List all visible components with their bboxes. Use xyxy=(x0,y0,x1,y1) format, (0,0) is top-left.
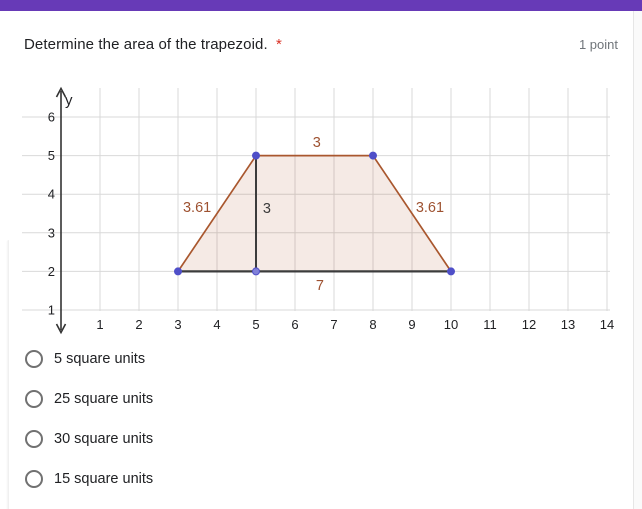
vertex-dot xyxy=(252,151,260,160)
trapezoid-edge xyxy=(177,154,257,273)
measure-label: 3 xyxy=(313,135,321,151)
option-row[interactable]: 5 square units xyxy=(25,339,615,379)
measure-label: 3 xyxy=(263,201,271,217)
radio-button[interactable] xyxy=(25,430,43,448)
card-left-shadow xyxy=(6,240,9,509)
option-row[interactable]: 15 square units xyxy=(25,459,615,499)
y-tick-label: 5 xyxy=(48,148,55,163)
x-tick-label: 2 xyxy=(135,317,142,332)
x-tick-label: 12 xyxy=(522,317,536,332)
option-label: 25 square units xyxy=(54,391,154,407)
trapezoid-fill xyxy=(178,155,451,272)
question-header: Determine the area of the trapezoid. * 1… xyxy=(24,36,618,53)
measure-label: 3.61 xyxy=(183,200,211,216)
x-tick-label: 10 xyxy=(444,317,458,332)
y-axis-label: y xyxy=(65,92,73,109)
radio-button[interactable] xyxy=(25,390,43,408)
card-right-border xyxy=(633,11,634,509)
trapezoid-graph: y 1 2 3 4 5 6 1 2 3 4 5 6 7 8 9 10 11 12 13 14 3.61 3 3 3.61 7 xyxy=(0,85,642,337)
x-tick-label: 8 xyxy=(369,317,376,332)
x-tick-label: 11 xyxy=(483,317,497,332)
measure-label: 3.61 xyxy=(416,200,444,216)
option-label: 15 square units xyxy=(54,471,154,487)
y-axis-arrow-down xyxy=(55,323,67,335)
x-tick-label: 7 xyxy=(330,317,337,332)
y-tick-label: 6 xyxy=(48,110,55,125)
radio-button[interactable] xyxy=(25,470,43,488)
required-asterisk: * xyxy=(276,36,282,53)
x-tick-label: 6 xyxy=(291,317,298,332)
radio-button[interactable] xyxy=(25,350,43,368)
x-tick-label: 9 xyxy=(408,317,415,332)
question-text: Determine the area of the trapezoid. xyxy=(24,36,268,53)
form-theme-bar xyxy=(0,0,642,11)
x-tick-label: 1 xyxy=(96,317,103,332)
x-tick-label: 13 xyxy=(561,317,575,332)
vertex-dot xyxy=(369,151,377,160)
option-label: 5 square units xyxy=(54,351,146,367)
measure-label: 7 xyxy=(316,278,324,294)
vertex-dot xyxy=(447,267,455,276)
y-tick-label: 2 xyxy=(48,264,55,279)
page-gutter xyxy=(634,11,642,509)
option-row[interactable]: 25 square units xyxy=(25,379,615,419)
y-tick-label: 3 xyxy=(48,225,55,240)
options-list: 5 square units 25 square units 30 square… xyxy=(25,339,615,499)
question-title: Determine the area of the trapezoid. * xyxy=(24,36,282,53)
x-tick-label: 5 xyxy=(252,317,259,332)
y-tick-label: 4 xyxy=(48,187,55,202)
vertex-dot xyxy=(252,267,260,276)
x-tick-label: 4 xyxy=(213,317,220,332)
vertex-dot xyxy=(174,267,182,276)
option-row[interactable]: 30 square units xyxy=(25,419,615,459)
y-axis-arrow-up xyxy=(55,86,67,98)
option-label: 30 square units xyxy=(54,431,154,447)
x-tick-label: 3 xyxy=(174,317,181,332)
points-label: 1 point xyxy=(578,37,618,52)
trapezoid-edge xyxy=(372,154,452,273)
x-tick-label: 14 xyxy=(600,317,614,332)
y-tick-label: 1 xyxy=(48,303,55,318)
